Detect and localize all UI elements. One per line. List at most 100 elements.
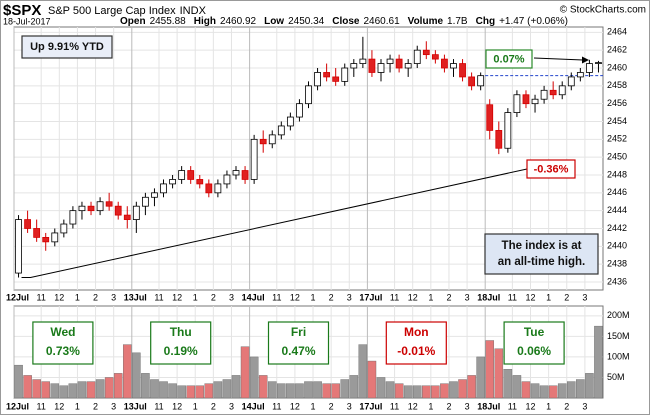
x-tick-label: 13Jul: [124, 401, 147, 411]
candle-body: [132, 205, 140, 220]
candle-body: [214, 183, 222, 194]
candle-body: [241, 170, 249, 180]
y-tick-label: 2458: [607, 80, 627, 90]
candle-body: [268, 134, 276, 145]
candle-body: [504, 112, 512, 149]
volume-bar: [385, 381, 395, 399]
candle-body: [60, 223, 68, 234]
volume-bar: [403, 385, 413, 399]
volume-tick-label: 150M: [607, 331, 630, 341]
volume-bar: [186, 385, 195, 399]
quote-label: Open: [120, 16, 146, 27]
day-change: 0.06%: [517, 344, 551, 358]
x-tick-label: 12: [290, 292, 300, 302]
volume-bar: [104, 377, 114, 399]
candle-body: [142, 196, 149, 207]
volume-bar: [168, 383, 177, 399]
candle-body: [441, 58, 448, 69]
candle-body: [232, 170, 240, 176]
day-box: [267, 321, 330, 365]
candle-body: [250, 138, 258, 180]
volume-bar: [77, 381, 87, 399]
y-tick-label: 2456: [607, 98, 627, 108]
volume-bar: [503, 369, 513, 399]
low-change-label: -0.36%: [534, 163, 569, 175]
x-tick-label: 12Jul: [6, 292, 29, 302]
symbol: $SPX: [3, 2, 41, 19]
volume-bar: [231, 375, 241, 399]
volume-bar: [567, 381, 576, 399]
candle-body: [486, 104, 494, 131]
volume-bar: [376, 377, 386, 399]
candle-body: [87, 205, 95, 212]
quote-label: Low: [264, 16, 284, 27]
y-tick-label: 2462: [607, 45, 627, 55]
candle-body: [114, 205, 122, 216]
x-tick-label: 18Jul: [477, 292, 500, 302]
x-tick-label: 11: [154, 401, 163, 411]
quote-value: 2455.88: [150, 16, 187, 27]
candle-body: [540, 89, 548, 100]
x-tick-label: 3: [465, 292, 470, 302]
candle-body: [169, 179, 176, 185]
volume-bar: [195, 385, 205, 399]
last-change-label: 0.07%: [493, 53, 524, 65]
candle-body: [422, 49, 430, 56]
candle-body: [286, 116, 294, 127]
x-tick-label: 14Jul: [242, 401, 265, 411]
volume-bar: [267, 381, 277, 399]
x-tick-label: 2: [211, 401, 216, 411]
x-tick-label: 1: [311, 292, 316, 302]
y-tick-label: 2444: [607, 205, 627, 215]
volume-tick-label: 50M: [607, 372, 625, 382]
volume-bar: [68, 383, 78, 399]
volume-bar: [458, 379, 467, 399]
candle-body: [332, 76, 340, 82]
volume-bar: [331, 383, 340, 399]
candle-body: [513, 94, 521, 113]
y-tick-label: 2454: [607, 116, 627, 126]
candle-body: [96, 201, 104, 212]
volume-bar: [431, 385, 440, 399]
volume-bar: [50, 383, 60, 399]
x-tick-label: 2: [446, 401, 451, 411]
candle-body: [459, 63, 466, 78]
exchange: INDX: [180, 5, 207, 17]
quote-label: Close: [332, 16, 360, 27]
volume-bar: [141, 373, 150, 399]
x-tick-label: 11: [37, 292, 46, 302]
volume-bar: [422, 385, 431, 399]
note-line: an all-time high.: [498, 256, 586, 268]
day-name: Fri: [291, 325, 306, 339]
arrow-line: [533, 57, 584, 61]
volume-bar: [548, 385, 558, 399]
x-tick-label: 12: [408, 292, 418, 302]
candle-body: [24, 219, 31, 229]
volume-bar: [594, 325, 603, 399]
candle-body: [368, 58, 376, 73]
volume-bar: [240, 346, 250, 399]
candle-body: [377, 63, 385, 73]
candle-body: [314, 72, 321, 87]
volume-bar: [367, 360, 377, 399]
y-tick-label: 2440: [607, 241, 627, 251]
x-tick-label: 3: [347, 292, 352, 302]
volume-bar: [258, 375, 268, 399]
candle-body: [305, 85, 312, 105]
quote-label: Volume: [408, 16, 444, 27]
candle-body: [33, 228, 41, 238]
candle-body: [187, 170, 195, 180]
x-tick-label: 1: [193, 292, 198, 302]
volume-bar: [32, 379, 41, 399]
quote-value: 1.7B: [447, 16, 468, 27]
candle-body: [105, 201, 113, 207]
note-box: [484, 233, 599, 275]
day-box: [385, 321, 447, 365]
quote-value: 2460.92: [220, 16, 257, 27]
candle-body: [413, 49, 421, 64]
x-tick-label: 3: [111, 401, 116, 411]
volume-bar: [59, 385, 69, 399]
volume-bar: [113, 373, 123, 399]
y-tick-label: 2448: [607, 169, 627, 179]
